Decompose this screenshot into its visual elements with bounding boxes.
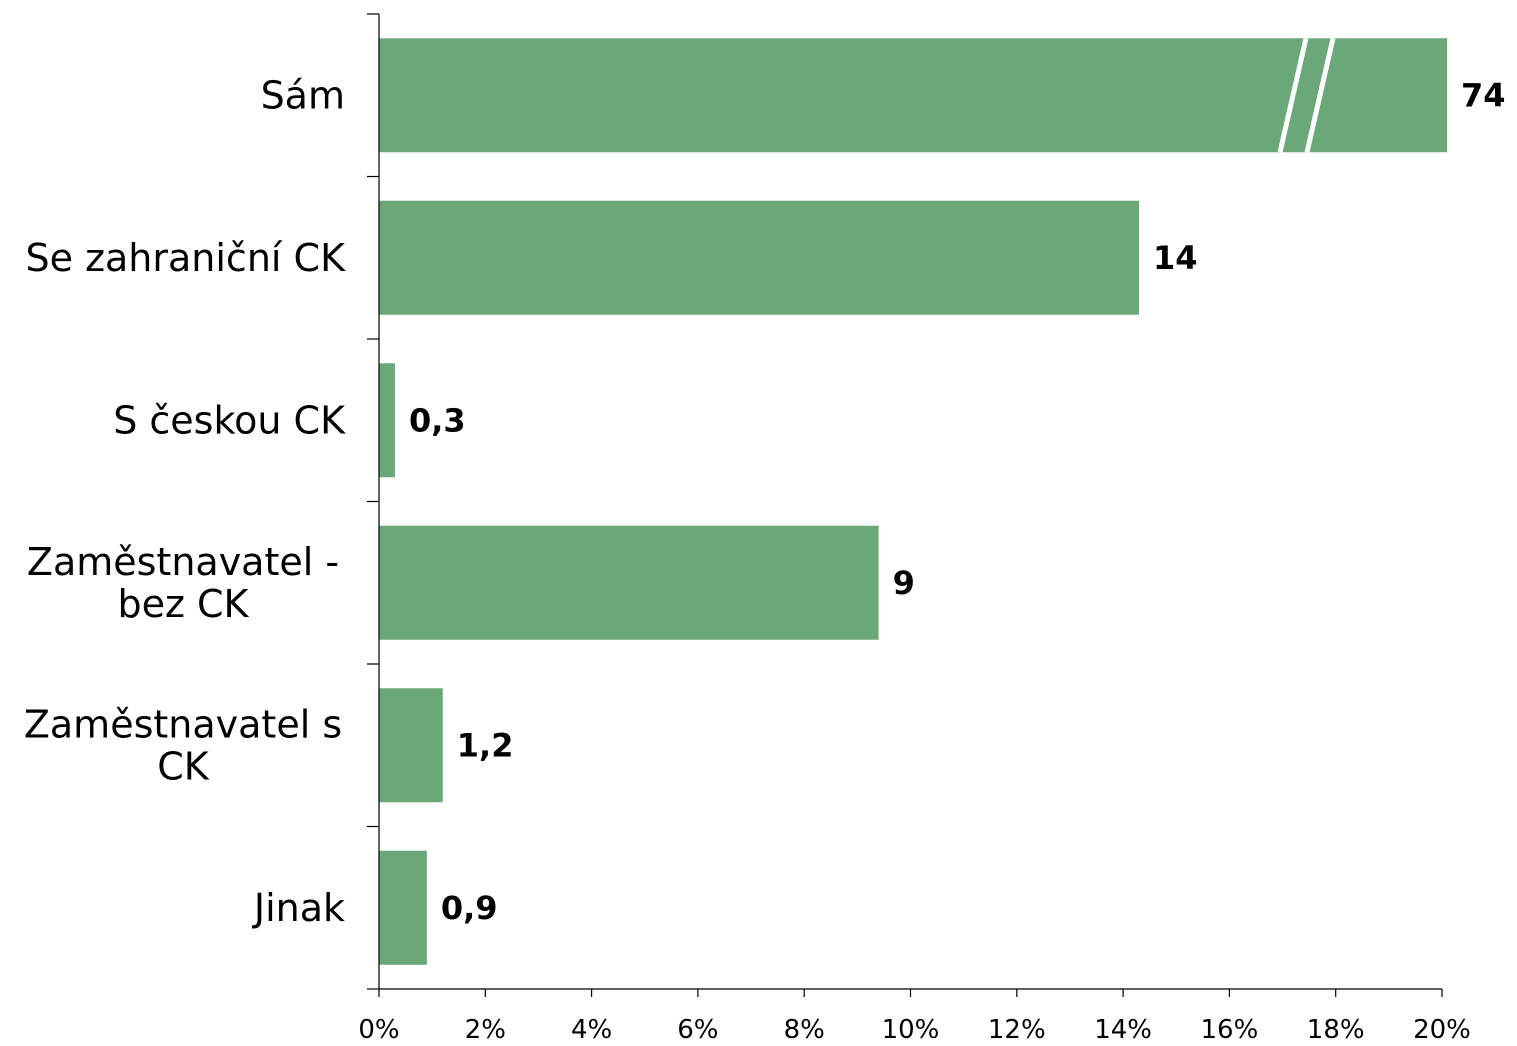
x-tick-label-3: 6% — [677, 1015, 718, 1042]
data-label-5: 0,9 — [441, 889, 498, 927]
x-tick-label-5: 10% — [882, 1015, 940, 1042]
x-tick-label-4: 8% — [784, 1015, 825, 1042]
category-label-2-line-0: S českou CK — [113, 398, 346, 442]
category-label-4-line-0: Zaměstnavatel s — [24, 702, 342, 746]
data-label-1: 14 — [1153, 239, 1198, 277]
x-tick-label-1: 2% — [465, 1015, 506, 1042]
data-label-4: 1,2 — [457, 726, 514, 764]
category-label-3-line-1: bez CK — [118, 582, 250, 626]
x-tick-label-0: 0% — [358, 1015, 399, 1042]
bar-1 — [379, 200, 1140, 315]
x-tick-label-6: 12% — [988, 1015, 1046, 1042]
axis-break-mark-1 — [1304, 37, 1336, 153]
bar-5 — [379, 850, 427, 965]
x-tick-label-8: 16% — [1201, 1015, 1259, 1042]
bar-4 — [379, 688, 443, 803]
labels-layer: 74 Sám 14 Se zahraniční CK 0,3 S českou CK 9 Za… — [24, 73, 1506, 1045]
bars-layer — [379, 37, 1447, 965]
data-label-3: 9 — [893, 564, 915, 602]
x-tick-label-9: 18% — [1307, 1015, 1365, 1042]
category-label-0-line-0: Sám — [261, 73, 345, 117]
category-label-3-line-0: Zaměstnavatel - — [27, 540, 339, 584]
category-label-1-line-0: Se zahraniční CK — [25, 236, 346, 280]
category-label-4-line-1: CK — [157, 744, 210, 788]
x-tick-label-7: 14% — [1094, 1015, 1152, 1042]
category-label-5-line-0: Jinak — [252, 886, 345, 930]
bar-2 — [379, 363, 395, 478]
data-label-0: 74 — [1461, 76, 1506, 114]
axis-break-mark-0 — [1277, 37, 1309, 153]
bar-0 — [379, 38, 1447, 153]
x-tick-label-2: 4% — [571, 1015, 612, 1042]
bar-3 — [379, 525, 879, 640]
x-tick-label-10: 20% — [1413, 1015, 1471, 1042]
data-label-2: 0,3 — [409, 401, 466, 439]
axis-layer — [367, 13, 1443, 997]
